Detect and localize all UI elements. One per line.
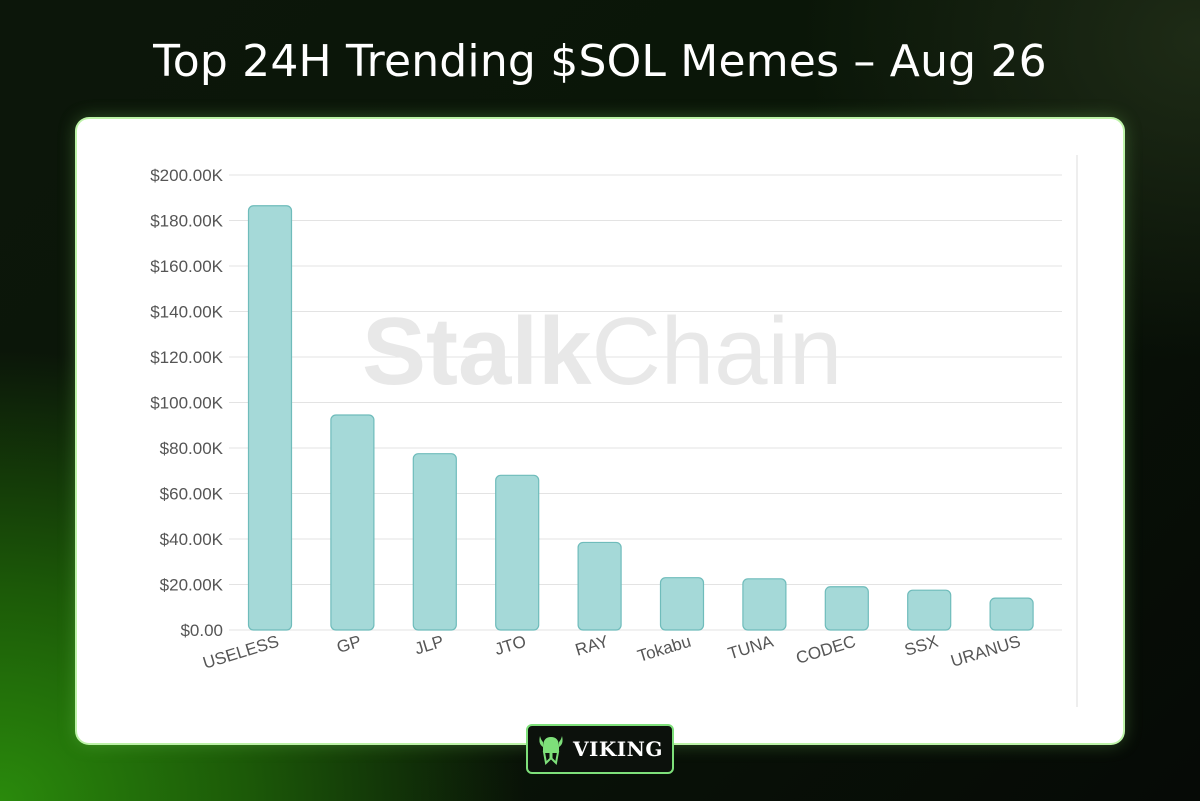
bar-ssx[interactable] [907,589,952,631]
bar-uranus[interactable] [989,597,1034,631]
x-tick-label: RAY [573,632,611,660]
y-axis-ticks: $0.00 $20.00K $40.00K $60.00K $80.00K $100.00… [150,166,223,640]
x-tick-label: JLP [412,632,446,659]
y-tick-label: $160.00K [150,257,223,276]
x-tick-label: Tokabu [635,632,693,666]
brand-name: VIKING [573,737,663,761]
bar-gp[interactable] [330,414,375,631]
y-tick-label: $100.00K [150,394,223,413]
bars [247,205,1034,631]
bar-ray[interactable] [577,541,622,631]
watermark-bold: Stalk [362,298,592,405]
y-tick-label: $60.00K [160,485,224,504]
page-title: Top 24H Trending $SOL Memes – Aug 26 [153,36,1047,87]
chart-card: StalkChain $0.00 $20.00K $40.00K $60.00K $80… [77,119,1123,743]
y-tick-label: $120.00K [150,348,223,367]
bar-tokabu[interactable] [659,577,705,631]
bar-jlp[interactable] [412,453,457,631]
y-tick-label: $20.00K [160,576,224,595]
y-tick-label: $80.00K [160,439,224,458]
y-tick-label: $200.00K [150,166,223,185]
brand-badge: VIKING [526,724,674,774]
x-tick-label: SSX [902,632,940,660]
y-tick-label: $40.00K [160,530,224,549]
bar-useless[interactable] [247,205,293,631]
y-tick-label: $0.00 [180,621,223,640]
watermark-light: Chain [591,298,842,405]
y-tick-label: $180.00K [150,212,223,231]
y-tick-label: $140.00K [150,303,223,322]
viking-helmet-icon [539,736,563,766]
x-tick-label: JTO [492,632,528,659]
x-tick-label: URANUS [949,632,1023,671]
bar-tuna[interactable] [742,578,787,631]
bar-jto[interactable] [495,474,540,631]
bar-codec[interactable] [824,586,869,631]
x-axis-labels: USELESS GP JLP JTO RAY Tokabu TUNA CODEC SSX URAN… [201,631,1023,672]
x-tick-label: TUNA [726,631,776,663]
bar-chart: StalkChain $0.00 $20.00K $40.00K $60.00K $80… [150,155,1078,707]
x-tick-label: GP [335,632,364,657]
watermark: StalkChain [362,298,842,405]
x-tick-label: CODEC [794,632,858,668]
